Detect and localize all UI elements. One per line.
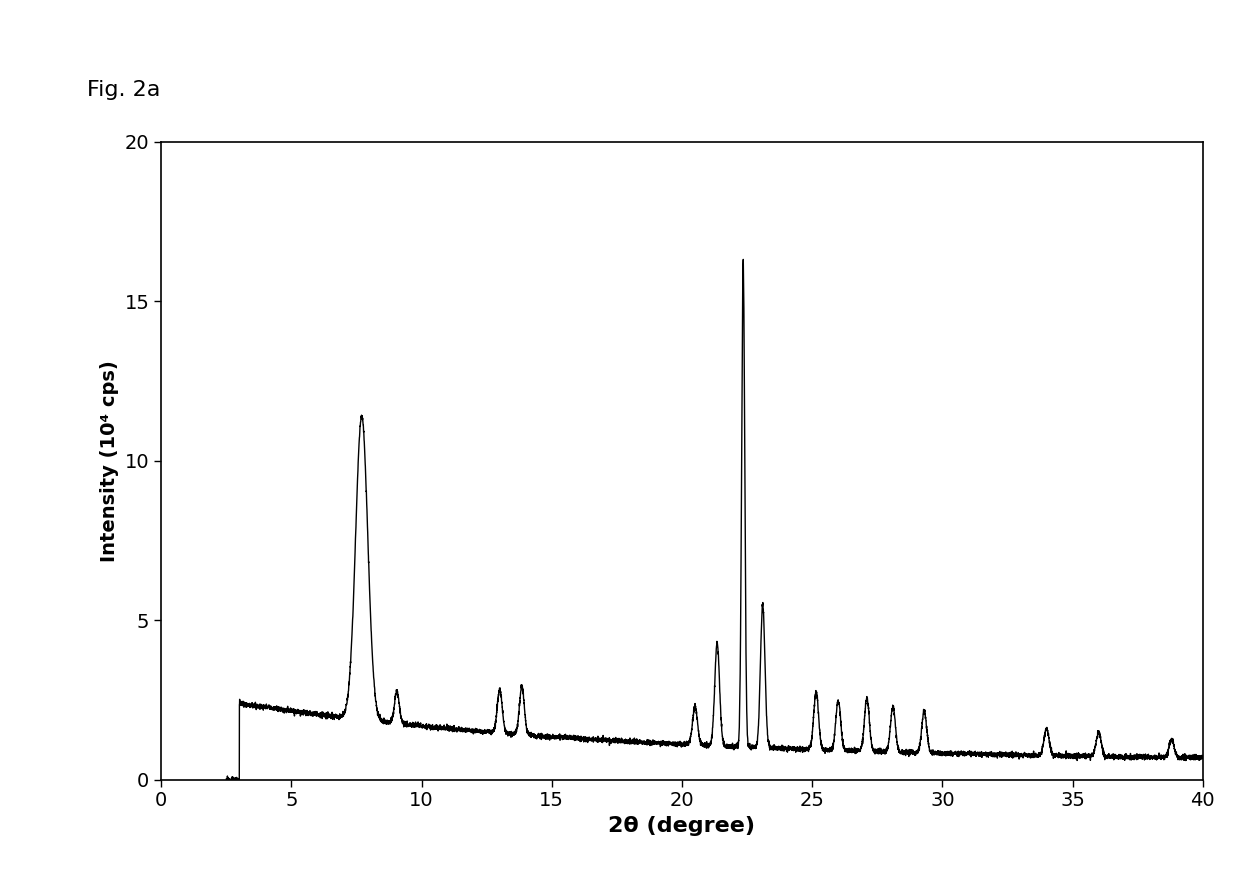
Text: Fig. 2a: Fig. 2a (87, 80, 160, 100)
Y-axis label: Intensity (10⁴ cps): Intensity (10⁴ cps) (100, 360, 119, 562)
X-axis label: 2θ (degree): 2θ (degree) (609, 816, 755, 836)
